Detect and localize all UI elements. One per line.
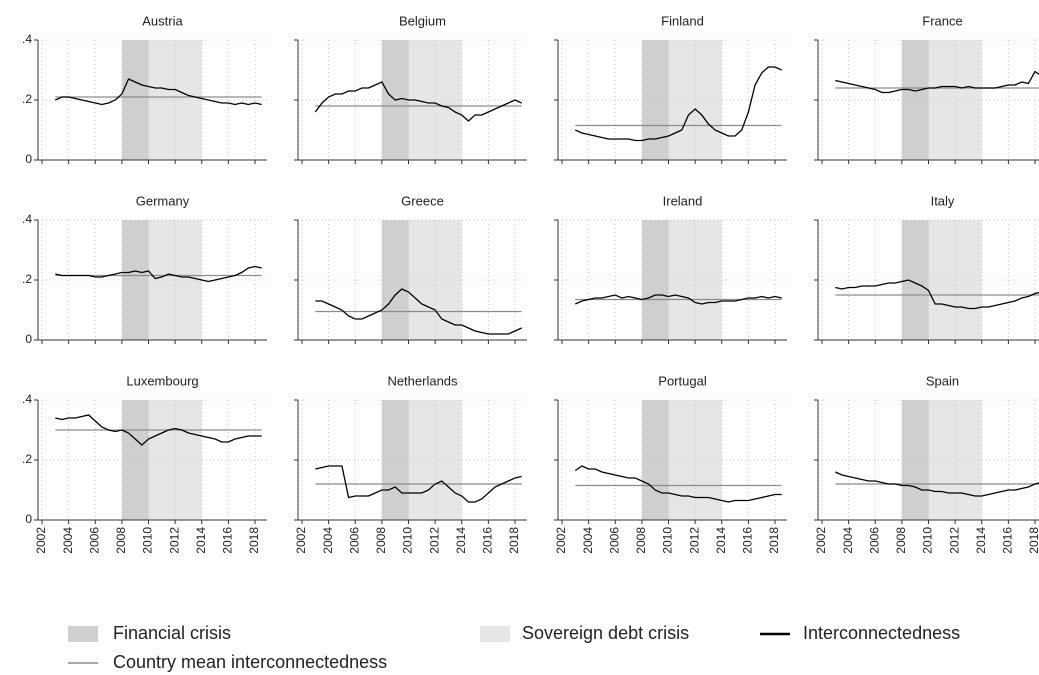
x-tick-label: 2016 — [221, 527, 235, 554]
x-tick-label: 2012 — [427, 527, 441, 554]
y-tick-label: .2 — [22, 92, 32, 106]
crisis-band — [901, 40, 929, 160]
interconnectedness-line — [574, 465, 782, 503]
panel-title: France — [922, 13, 962, 28]
x-tick-label: 2002 — [554, 527, 568, 554]
interconnectedness-line — [835, 70, 1039, 94]
panel-title: Netherlands — [387, 373, 458, 388]
panel-title: Italy — [931, 193, 955, 208]
panel-title: Spain — [926, 373, 959, 388]
panel-title: Belgium — [399, 13, 446, 28]
x-tick-label: 2014 — [974, 527, 988, 554]
interconnectedness-line — [575, 294, 782, 305]
x-tick-label: 2006 — [607, 527, 621, 554]
interconnectedness-line — [315, 288, 522, 335]
crisis-band — [121, 220, 149, 340]
x-tick-label: 2006 — [87, 527, 101, 554]
interconnectedness-line — [55, 265, 262, 283]
x-tick-label: 2002 — [294, 527, 308, 554]
x-tick-label: 2018 — [1027, 527, 1039, 554]
x-tick-label: 2004 — [581, 527, 595, 554]
x-tick-label: 2006 — [347, 527, 361, 554]
x-tick-label: 2014 — [194, 527, 208, 554]
legend-label: Interconnectedness — [803, 623, 960, 643]
interconnectedness-line — [575, 66, 782, 142]
panel-title: Finland — [661, 13, 704, 28]
y-tick-label: 0 — [25, 512, 32, 526]
legend-label: Financial crisis — [113, 623, 231, 643]
x-tick-label: 2016 — [481, 527, 495, 554]
x-tick-label: 2018 — [247, 527, 261, 554]
y-tick-label: .2 — [22, 272, 32, 286]
x-tick-label: 2002 — [34, 527, 48, 554]
interconnectedness-line — [835, 279, 1039, 310]
x-tick-label: 2004 — [61, 527, 75, 554]
panel-title: Portugal — [658, 373, 707, 388]
x-tick-label: 2006 — [867, 527, 881, 554]
interconnectedness-line — [314, 81, 522, 122]
x-tick-label: 2012 — [947, 527, 961, 554]
crisis-band — [641, 220, 669, 340]
x-tick-label: 2002 — [814, 527, 828, 554]
x-tick-label: 2008 — [894, 527, 908, 554]
panel-title: Greece — [401, 193, 444, 208]
crisis-band — [121, 40, 149, 160]
interconnectedness-line — [55, 414, 262, 446]
x-tick-label: 2008 — [374, 527, 388, 554]
y-tick-label: 0 — [25, 152, 32, 166]
legend-label: Country mean interconnectedness — [113, 652, 387, 672]
x-tick-label: 2008 — [114, 527, 128, 554]
x-tick-label: 2016 — [741, 527, 755, 554]
y-tick-label: .4 — [22, 32, 32, 46]
panel-title: Austria — [142, 13, 183, 28]
legend-swatch — [480, 626, 510, 642]
x-tick-label: 2008 — [634, 527, 648, 554]
x-tick-label: 2010 — [921, 527, 935, 554]
y-tick-label: 0 — [25, 332, 32, 346]
x-tick-label: 2012 — [687, 527, 701, 554]
y-tick-label: .2 — [22, 452, 32, 466]
x-tick-label: 2010 — [401, 527, 415, 554]
legend-swatch — [68, 626, 98, 642]
x-tick-label: 2016 — [1001, 527, 1015, 554]
crisis-band — [381, 220, 409, 340]
crisis-band — [381, 400, 409, 520]
x-tick-label: 2012 — [167, 527, 181, 554]
crisis-band — [641, 40, 669, 160]
x-tick-label: 2004 — [321, 527, 335, 554]
x-tick-label: 2018 — [507, 527, 521, 554]
crisis-band — [641, 400, 669, 520]
x-tick-label: 2010 — [141, 527, 155, 554]
panel-title: Ireland — [663, 193, 703, 208]
interconnectedness-line — [835, 471, 1039, 497]
y-tick-label: .4 — [22, 212, 32, 226]
x-tick-label: 2014 — [714, 527, 728, 554]
crisis-band — [901, 400, 929, 520]
x-tick-label: 2010 — [661, 527, 675, 554]
crisis-band — [121, 400, 149, 520]
x-tick-label: 2014 — [454, 527, 468, 554]
x-tick-label: 2018 — [767, 527, 781, 554]
panel-title: Luxembourg — [126, 373, 198, 388]
interconnectedness-line — [315, 465, 522, 503]
panel-title: Germany — [136, 193, 190, 208]
legend-label: Sovereign debt crisis — [522, 623, 689, 643]
x-tick-label: 2004 — [841, 527, 855, 554]
y-tick-label: .4 — [22, 392, 32, 406]
interconnectedness-line — [55, 78, 262, 106]
